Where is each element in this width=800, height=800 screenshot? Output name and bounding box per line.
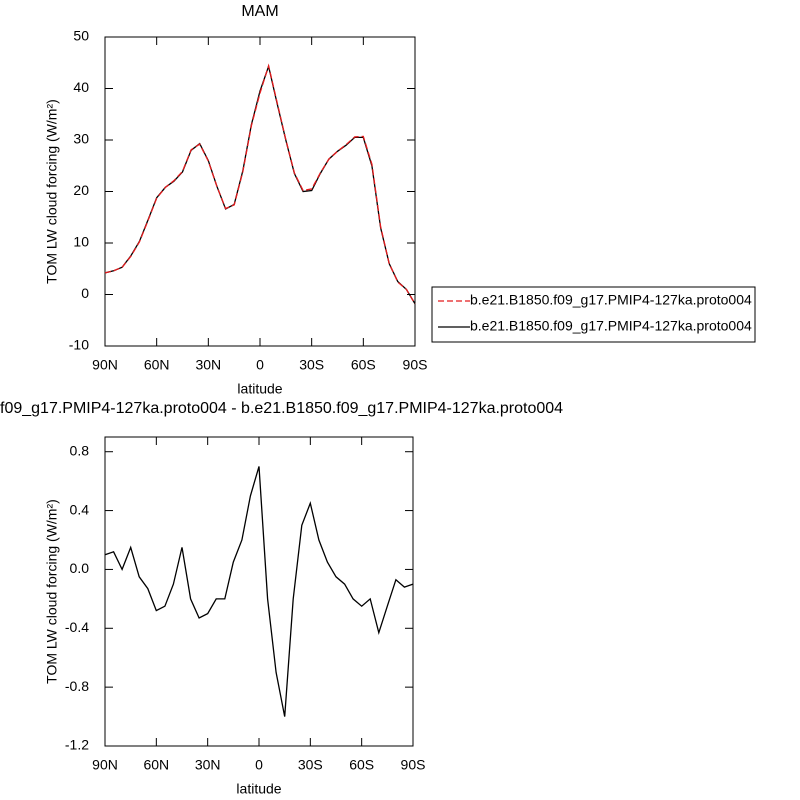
x-tick-label: 30S: [299, 357, 324, 373]
x-tick-label: 60S: [349, 757, 374, 773]
plot-frame: [104, 436, 414, 747]
y-tick-label: 30: [73, 131, 89, 147]
data-line: [104, 466, 414, 717]
y-tick-label: -10: [69, 337, 89, 353]
y-tick-label: -0.8: [65, 678, 89, 694]
x-tick-label: 90S: [403, 357, 428, 373]
y-axis-label: TOM LW cloud forcing (W/m²): [44, 499, 60, 684]
y-axis-label: TOM LW cloud forcing (W/m²): [44, 99, 60, 284]
y-tick-label: 20: [73, 182, 89, 198]
x-tick-label: 90N: [92, 357, 118, 373]
x-tick-label: 0: [256, 357, 264, 373]
y-tick-label: 10: [73, 234, 89, 250]
data-line: [104, 64, 416, 305]
y-tick-label: 0.0: [70, 560, 90, 576]
y-tick-label: 50: [73, 28, 89, 44]
x-tick-label: 30N: [195, 757, 221, 773]
legend-label: b.e21.B1850.f09_g17.PMIP4-127ka.proto004: [470, 292, 752, 308]
y-tick-label: 0: [81, 285, 89, 301]
y-tick-label: 0.4: [70, 501, 90, 517]
x-tick-label: 60N: [143, 757, 169, 773]
data-line: [104, 63, 416, 305]
y-tick-label: 40: [73, 79, 89, 95]
x-tick-label: 90S: [401, 757, 426, 773]
x-tick-label: 60N: [144, 357, 170, 373]
x-tick-label: 60S: [351, 357, 376, 373]
x-tick-label: 0: [255, 757, 263, 773]
chart-title: MAM: [241, 3, 278, 20]
chart-title: f09_g17.PMIP4-127ka.proto004 - b.e21.B18…: [0, 400, 563, 417]
y-tick-label: -0.4: [65, 619, 89, 635]
x-axis-label: latitude: [237, 381, 282, 397]
plot-frame: [104, 36, 416, 347]
legend-box: [431, 286, 756, 343]
y-tick-label: -1.2: [65, 737, 89, 753]
y-tick-label: 0.8: [70, 442, 90, 458]
x-tick-label: 30S: [298, 757, 323, 773]
x-tick-label: 90N: [92, 757, 118, 773]
x-tick-label: 30N: [195, 357, 221, 373]
x-axis-label: latitude: [236, 781, 281, 797]
legend-label: b.e21.B1850.f09_g17.PMIP4-127ka.proto004: [470, 318, 752, 334]
